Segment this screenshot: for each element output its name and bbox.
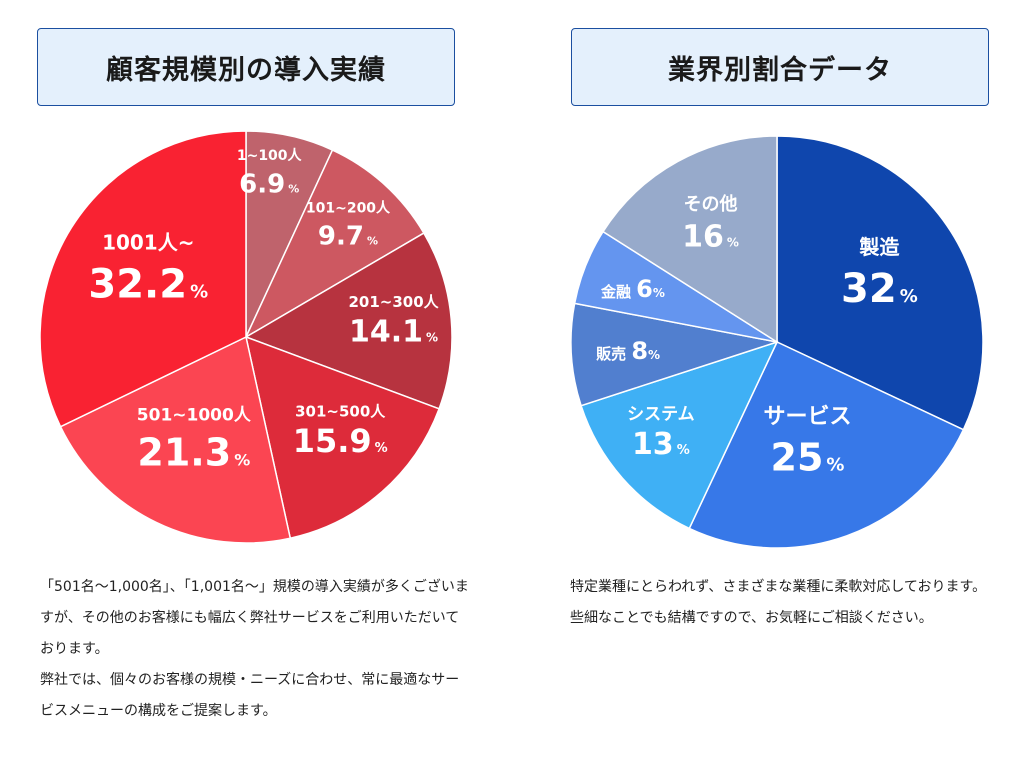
slice-category: 501~1000人 [137, 405, 252, 425]
right-description-para-1: 特定業種にとらわれず、さまざまな業種に柔軟対応しております。些細なことでも結構で… [570, 579, 987, 626]
slice-category: 金融 [600, 283, 636, 301]
slice-label-group: システム 13% [627, 404, 695, 462]
slice-label: 金融 6% [600, 275, 665, 303]
pie-slice [602, 135, 778, 344]
right-description: 特定業種にとらわれず、さまざまな業種に柔軟対応しております。些細なことでも結構で… [570, 572, 1000, 634]
slice-value: 6.9% [239, 169, 299, 199]
slice-label-group: 1001人~ 32.2% [88, 231, 208, 308]
slice-value: 15.9% [293, 422, 388, 460]
customer-size-pie-chart: 1~100人 6.9 % 101~200人 9.7 % 201~300人 14.1 % 301~5… [39, 130, 453, 544]
slice-label-group: 501~1000人 21.3% [137, 405, 252, 474]
slice-category: 1~100人 [237, 147, 303, 164]
pie-slice [244, 335, 441, 540]
slice-category: 販売 [596, 345, 631, 363]
slice-value: 13% [632, 427, 690, 462]
slice-unit: % [648, 348, 660, 362]
slice-value: 32.2% [88, 262, 208, 308]
pie-slice [59, 335, 292, 544]
slice-label-group: サービス 25% [763, 404, 851, 479]
slice-value: 8 [631, 337, 648, 365]
slice-value: 21.3% [137, 430, 250, 474]
right-section-title: 業界別割合データ [571, 28, 989, 106]
slice-category: 301~500人 [295, 403, 386, 421]
slice-unit: % [653, 286, 665, 300]
slice-category: 1001人~ [102, 231, 194, 255]
slice-label-group: その他 16% [682, 193, 739, 255]
slice-category: システム [627, 404, 695, 424]
pie-slice [570, 302, 778, 407]
slice-label-group: 201~300人 14.1% [348, 293, 439, 350]
slice-value: 16% [682, 220, 739, 255]
slice-label-group: 販売 8% [596, 337, 660, 365]
pie-slice [580, 340, 779, 530]
slice-label-group: 101~200人 9.7% [306, 199, 391, 251]
pie-slice [776, 135, 984, 431]
pie-slice [688, 341, 965, 549]
slice-category: サービス [763, 404, 851, 429]
left-section-title: 顧客規模別の導入実績 [37, 28, 455, 106]
left-description-para-2: 弊社では、個々のお客様の規模・ニーズに合わせ、常に最適なサービスメニューの構成を… [40, 672, 460, 719]
slice-label-group: 金融 6% [600, 275, 665, 303]
pie-slice [244, 232, 453, 410]
slice-value: 9.7% [318, 222, 378, 252]
slice-label: 販売 8% [596, 337, 660, 365]
pie-slice [244, 149, 425, 339]
left-description-para-1: 「501名～1,000名」、「1,001名～」規模の導入実績が多くございますが、… [40, 579, 469, 657]
slice-value: 32% [841, 266, 918, 312]
slice-value: 6 [636, 275, 653, 303]
slice-category: その他 [683, 193, 737, 215]
slice-value: 14.1% [349, 314, 438, 349]
left-description: 「501名～1,000名」、「1,001名～」規模の導入実績が多くございますが、… [40, 572, 470, 727]
pie-slice [39, 130, 247, 428]
slice-category: 101~200人 [306, 199, 391, 216]
slice-value: 25% [771, 435, 845, 479]
slice-category: 201~300人 [348, 293, 439, 311]
slice-label-group: 製造 32% [841, 235, 918, 312]
slice-category: 製造 [859, 235, 900, 259]
slice-label-group: 1~100人 6.9% [237, 147, 303, 199]
